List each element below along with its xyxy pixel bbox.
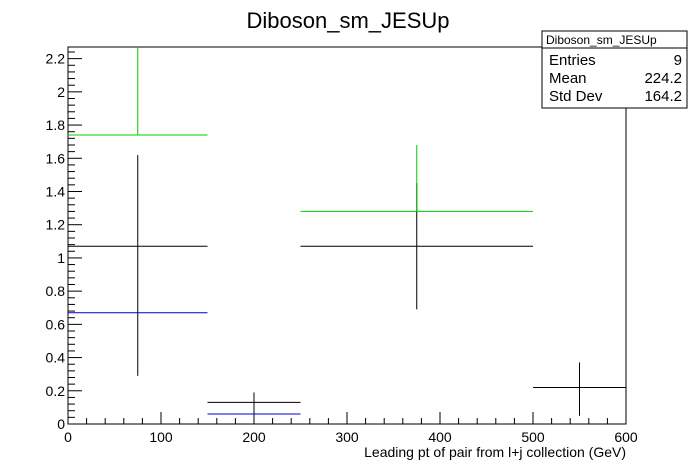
stats-box-frame (541, 30, 688, 109)
y-tick-label: 0.2 (46, 383, 66, 399)
x-tick-label: 0 (64, 429, 72, 445)
y-tick-label: 0.4 (46, 350, 66, 366)
x-tick-label: 600 (614, 429, 638, 445)
y-tick-label: 2 (57, 84, 65, 100)
x-tick-label: 500 (521, 429, 545, 445)
x-axis: 0 100 200 300 400 500 600 (64, 412, 638, 445)
y-tick-label: 1.2 (46, 217, 66, 233)
y-tick-label: 1.8 (46, 117, 66, 133)
y-tick-label: 1.4 (46, 183, 66, 199)
data-point (68, 47, 208, 136)
y-tick-label: 2.2 (46, 51, 66, 67)
chart-title: Diboson_sm_JESUp (247, 8, 450, 33)
data-point (68, 154, 208, 376)
y-tick-label: 0.6 (46, 316, 66, 332)
stats-row-value: 164.2 (644, 88, 682, 105)
stats-row-label: Entries (549, 52, 596, 69)
stats-row-label: Mean (549, 70, 587, 87)
y-tick-label: 0 (57, 416, 65, 432)
x-tick-label: 300 (335, 429, 359, 445)
stats-row-label: Std Dev (549, 88, 603, 105)
data-point (207, 392, 301, 413)
stats-box-title: Diboson_sm_JESUp (546, 33, 657, 47)
x-tick-label: 100 (149, 429, 173, 445)
x-tick-label: 200 (242, 429, 266, 445)
stats-row-value: 9 (674, 52, 682, 69)
data-series (68, 47, 626, 416)
x-axis-title: Leading pt of pair from l+j collection (… (364, 444, 626, 460)
series-1 (68, 47, 533, 212)
y-tick-label: 0.8 (46, 283, 66, 299)
series-2 (68, 312, 301, 415)
y-axis: 0 0.2 0.4 0.6 0.8 1 1.2 1.4 1.6 1.8 2 2.2 (46, 51, 82, 432)
x-tick-label: 400 (428, 429, 452, 445)
data-point (300, 144, 533, 212)
y-tick-label: 1 (57, 250, 65, 266)
stats-box: Diboson_sm_JESUp Entries 9 Mean 224.2 Std Dev… (541, 30, 688, 109)
stats-row-value: 224.2 (644, 70, 682, 87)
data-point (533, 362, 626, 416)
series-0 (68, 154, 626, 416)
y-tick-label: 1.6 (46, 150, 66, 166)
